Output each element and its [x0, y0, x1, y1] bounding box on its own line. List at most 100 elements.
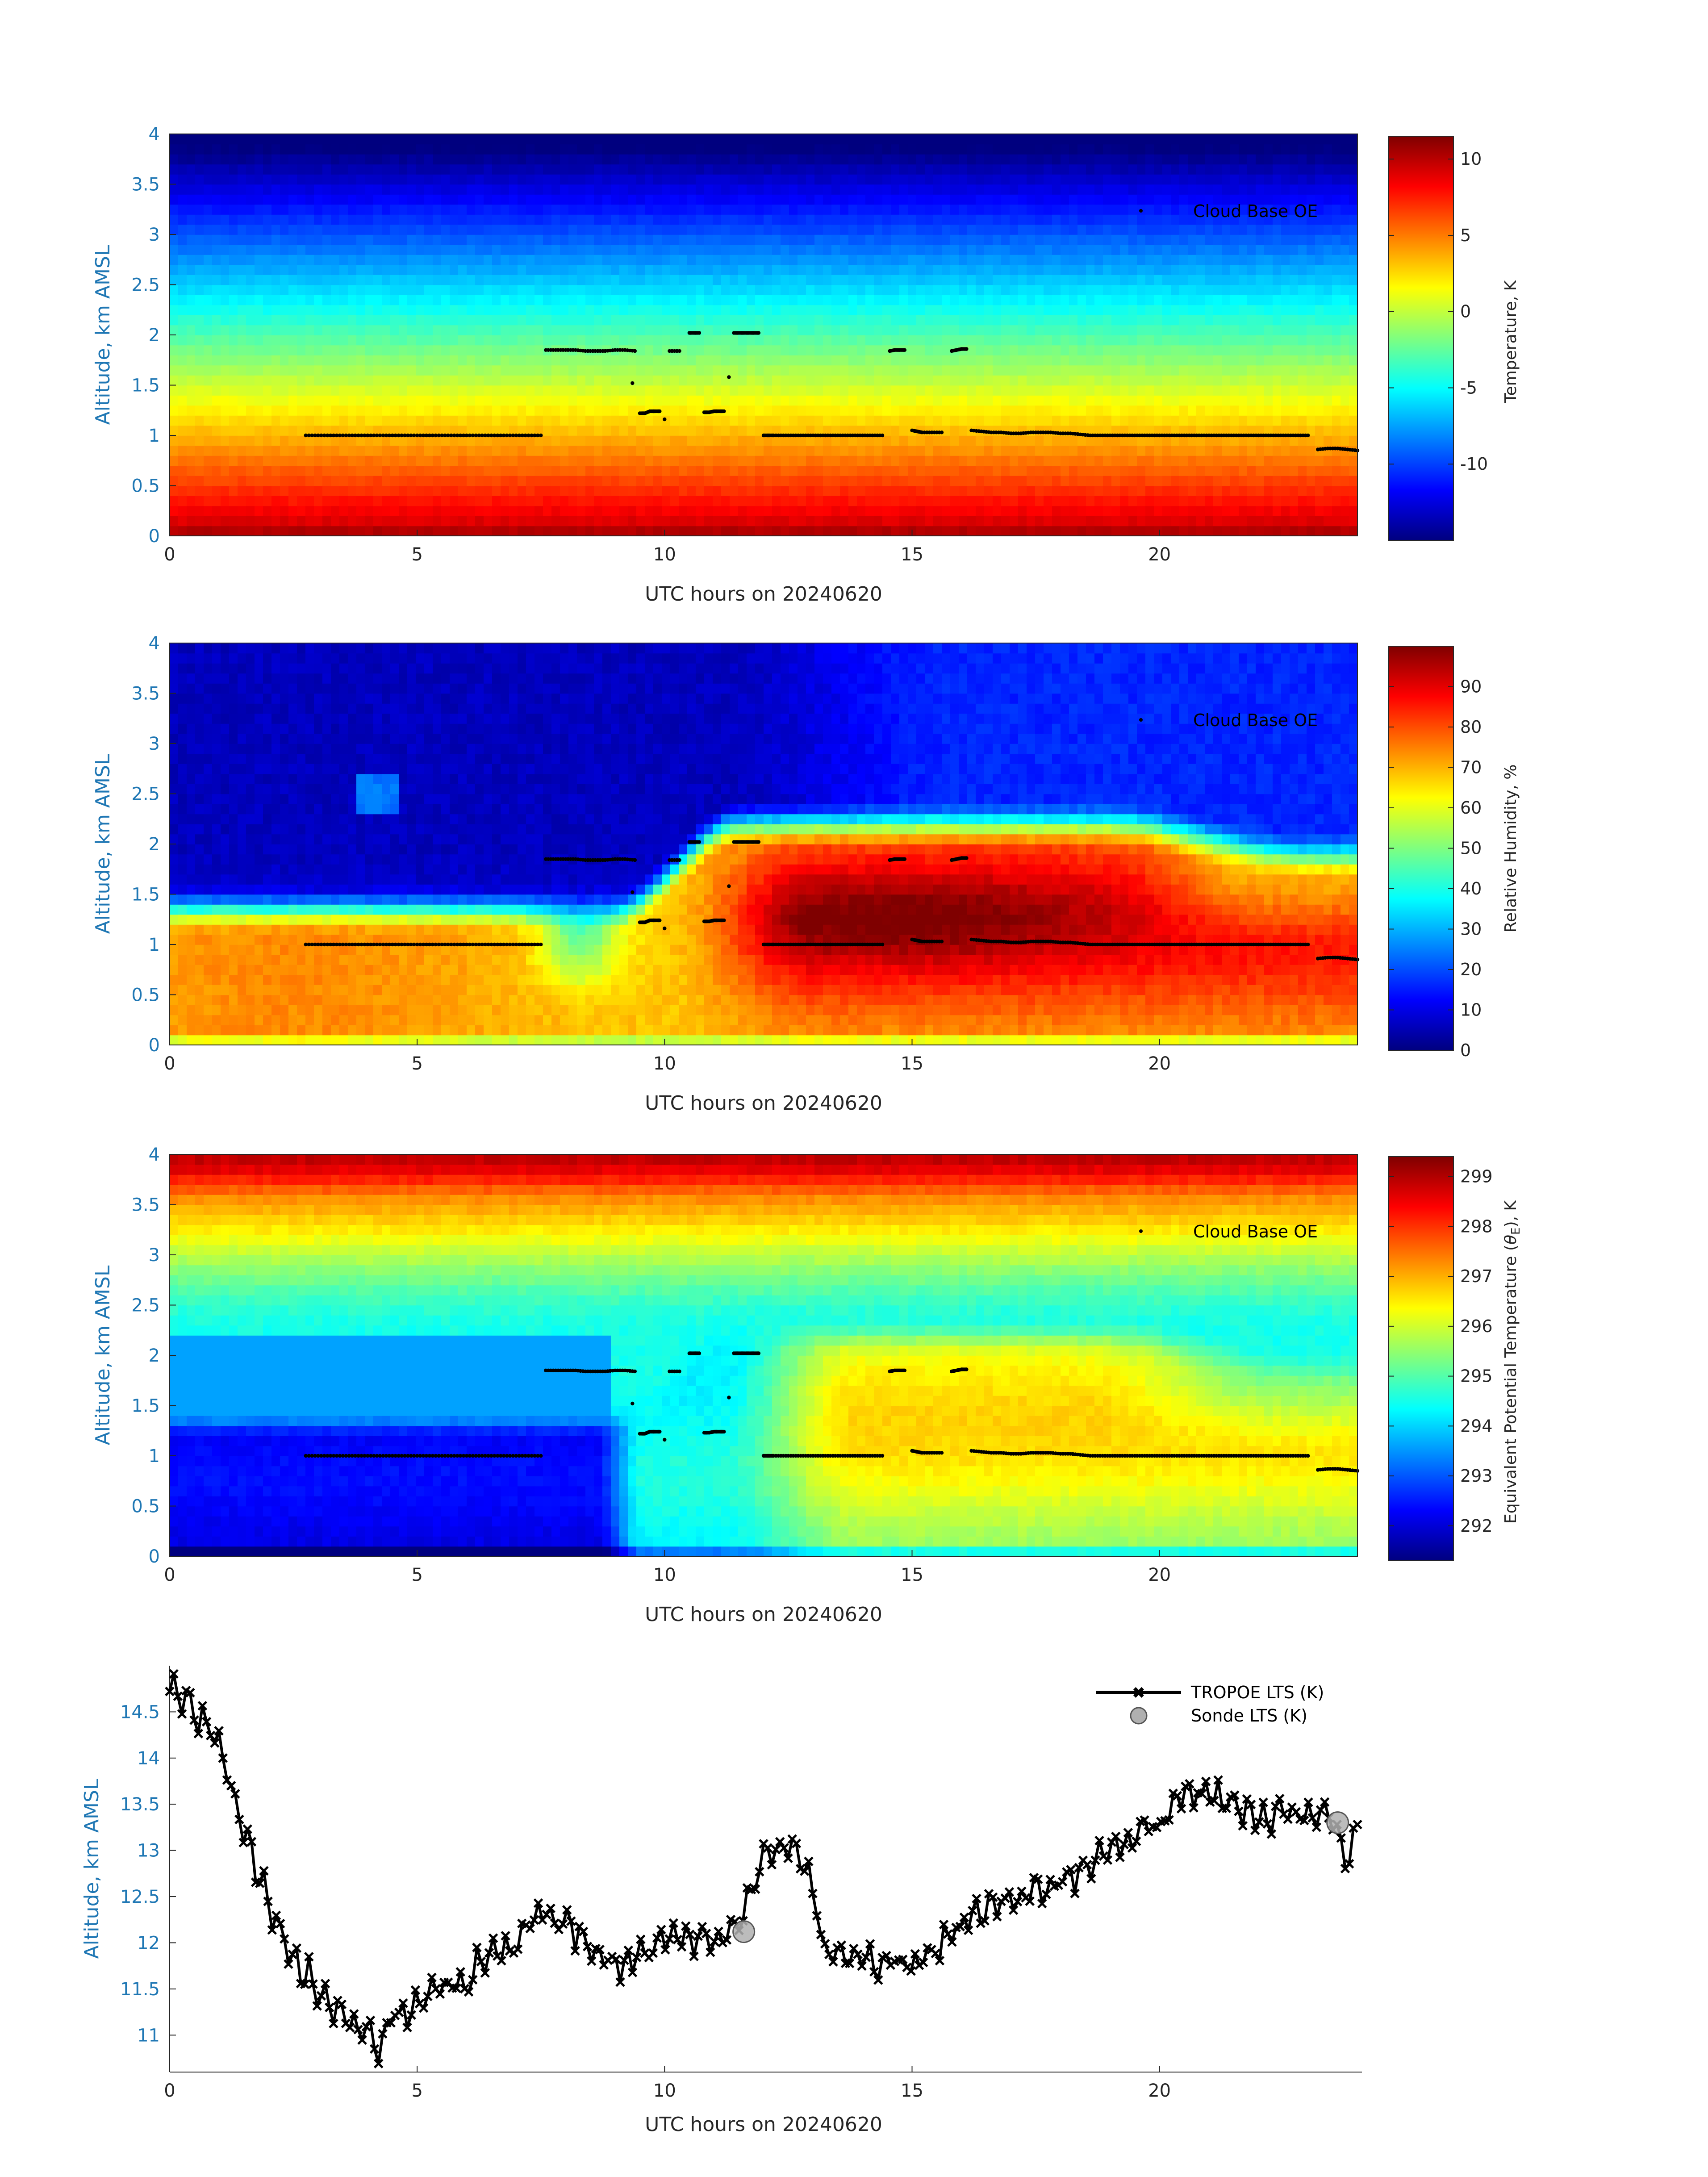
- heatmap-cell: [628, 506, 637, 516]
- heatmap-cell: [1120, 455, 1129, 466]
- heatmap-cell: [891, 526, 900, 536]
- heatmap-cell: [322, 194, 331, 205]
- heatmap-cell: [484, 425, 493, 436]
- heatmap-cell: [687, 174, 696, 185]
- heatmap-cell: [314, 234, 323, 245]
- heatmap-cell: [882, 275, 891, 285]
- heatmap-cell: [492, 415, 501, 426]
- heatmap-cell: [187, 214, 196, 225]
- heatmap-cell: [322, 445, 331, 456]
- heatmap-cell: [543, 295, 552, 305]
- heatmap-cell: [1027, 415, 1036, 426]
- heatmap-cell: [713, 144, 722, 155]
- heatmap-cell: [857, 284, 866, 295]
- heatmap-cell: [967, 295, 976, 305]
- heatmap-cell: [238, 255, 246, 265]
- heatmap-cell: [636, 234, 645, 245]
- heatmap-cell: [526, 305, 535, 315]
- heatmap-cell: [772, 184, 781, 195]
- heatmap-cell: [1027, 405, 1036, 416]
- heatmap-cell: [441, 224, 450, 235]
- heatmap-cell: [916, 154, 925, 165]
- heatmap-cell: [229, 465, 238, 476]
- heatmap-cell: [568, 154, 577, 165]
- heatmap-cell: [356, 164, 365, 175]
- heatmap-cell: [840, 445, 849, 456]
- heatmap-cell: [255, 134, 263, 145]
- heatmap-cell: [195, 375, 204, 386]
- heatmap-cell: [806, 154, 815, 165]
- heatmap-cell: [602, 506, 611, 516]
- heatmap-cell: [959, 134, 968, 145]
- heatmap-cell: [713, 224, 722, 235]
- heatmap-cell: [271, 335, 280, 346]
- heatmap-cell: [585, 415, 594, 426]
- heatmap-cell: [781, 335, 789, 346]
- heatmap-cell: [967, 455, 976, 466]
- heatmap-cell: [356, 275, 365, 285]
- heatmap-cell: [407, 476, 416, 486]
- heatmap-cell: [857, 415, 866, 426]
- heatmap-cell: [908, 214, 917, 225]
- heatmap-cell: [246, 144, 255, 155]
- heatmap-cell: [1044, 224, 1052, 235]
- heatmap-cell: [501, 445, 509, 456]
- heatmap-cell: [314, 224, 323, 235]
- heatmap-cell: [670, 485, 679, 496]
- heatmap-cell: [738, 435, 747, 446]
- heatmap-cell: [450, 315, 459, 326]
- heatmap-cell: [1120, 485, 1129, 496]
- heatmap-cell: [1188, 335, 1197, 346]
- heatmap-cell: [263, 365, 272, 376]
- heatmap-cell: [187, 295, 196, 305]
- heatmap-cell: [738, 224, 747, 235]
- heatmap-cell: [1145, 194, 1154, 205]
- heatmap-cell: [305, 144, 314, 155]
- heatmap-cell: [238, 184, 246, 195]
- heatmap-cell: [518, 204, 526, 215]
- heatmap-cell: [450, 405, 459, 416]
- heatmap-cell: [594, 405, 603, 416]
- heatmap-cell: [933, 476, 942, 486]
- heatmap-cell: [178, 395, 187, 406]
- heatmap-cell: [738, 385, 747, 396]
- heatmap-cell: [221, 164, 230, 175]
- heatmap-cell: [1077, 455, 1086, 466]
- heatmap-cell: [1044, 255, 1052, 265]
- heatmap-cell: [1188, 295, 1197, 305]
- heatmap-cell: [1027, 275, 1036, 285]
- heatmap-cell: [1162, 164, 1171, 175]
- heatmap-cell: [187, 305, 196, 315]
- heatmap-cell: [1188, 234, 1197, 245]
- heatmap-cell: [535, 164, 543, 175]
- heatmap-cell: [619, 284, 628, 295]
- heatmap-cell: [747, 405, 756, 416]
- heatmap-cell: [764, 134, 773, 145]
- heatmap-cell: [679, 365, 688, 376]
- heatmap-cell: [331, 405, 340, 416]
- heatmap-cell: [730, 385, 739, 396]
- heatmap-cell: [1001, 174, 1010, 185]
- heatmap-cell: [738, 355, 747, 366]
- heatmap-cell: [314, 204, 323, 215]
- heatmap-cell: [899, 224, 908, 235]
- heatmap-cell: [865, 184, 874, 195]
- heatmap-cell: [305, 164, 314, 175]
- heatmap-cell: [560, 435, 569, 446]
- heatmap-cell: [865, 134, 874, 145]
- heatmap-cell: [1120, 224, 1129, 235]
- heatmap-cell: [1179, 134, 1188, 145]
- heatmap-cell: [908, 506, 917, 516]
- heatmap-cell: [543, 335, 552, 346]
- heatmap-cell: [891, 405, 900, 416]
- heatmap-cell: [679, 255, 688, 265]
- heatmap-cell: [467, 435, 476, 446]
- heatmap-cell: [670, 284, 679, 295]
- heatmap-cell: [679, 134, 688, 145]
- heatmap-cell: [501, 204, 509, 215]
- heatmap-cell: [1111, 224, 1120, 235]
- heatmap-cell: [1154, 264, 1163, 275]
- heatmap-cell: [814, 395, 823, 406]
- heatmap-cell: [916, 284, 925, 295]
- heatmap-cell: [331, 345, 340, 355]
